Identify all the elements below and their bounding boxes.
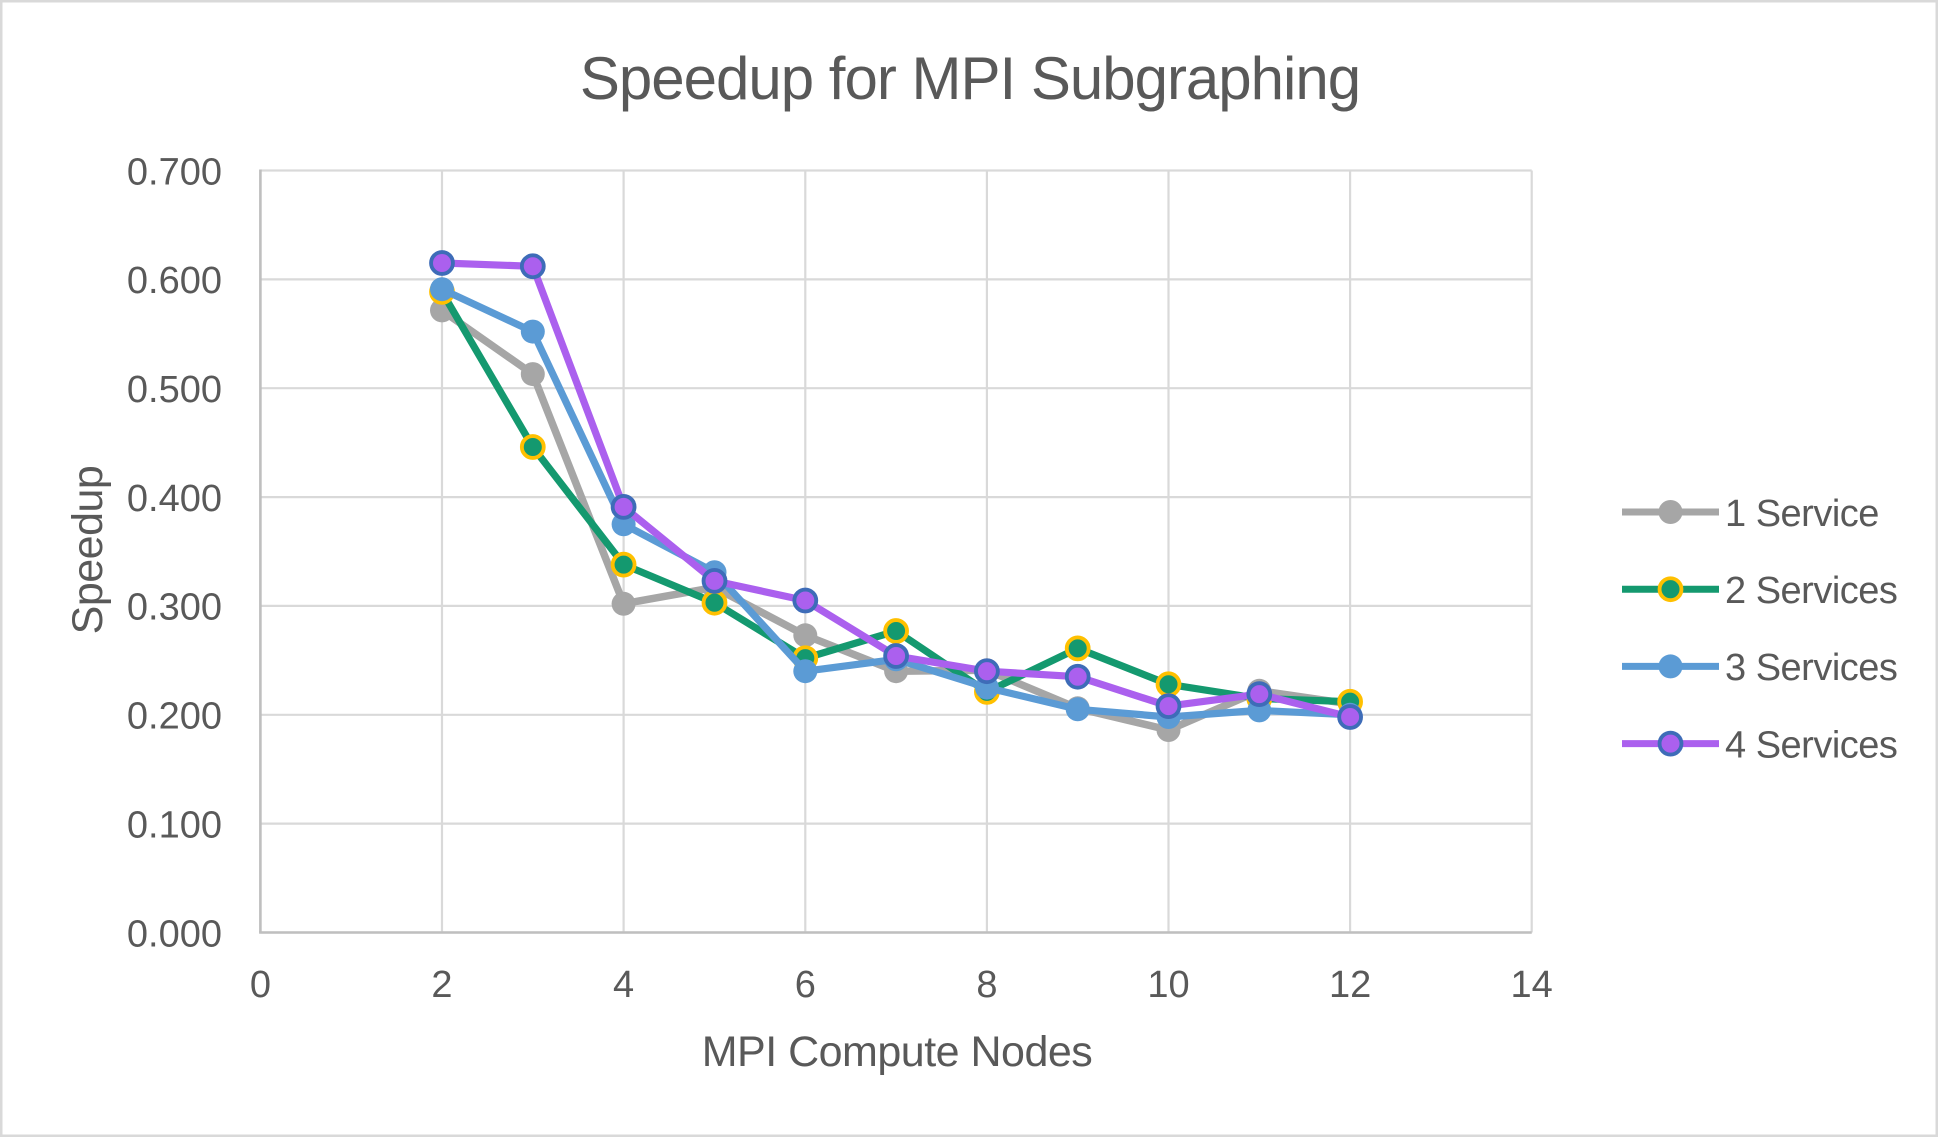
svg-text:4: 4 bbox=[613, 964, 634, 1006]
svg-text:1 Service: 1 Service bbox=[1725, 493, 1879, 535]
svg-text:6: 6 bbox=[795, 964, 816, 1006]
svg-text:10: 10 bbox=[1147, 964, 1189, 1006]
svg-text:2: 2 bbox=[431, 964, 452, 1006]
svg-text:0.000: 0.000 bbox=[127, 913, 222, 955]
svg-text:0.700: 0.700 bbox=[127, 151, 222, 193]
svg-text:0.500: 0.500 bbox=[127, 369, 222, 411]
svg-text:0.600: 0.600 bbox=[127, 260, 222, 302]
svg-text:0: 0 bbox=[250, 964, 271, 1006]
svg-text:3 Services: 3 Services bbox=[1725, 647, 1897, 689]
svg-text:0.100: 0.100 bbox=[127, 804, 222, 846]
svg-text:8: 8 bbox=[976, 964, 997, 1006]
svg-text:4 Services: 4 Services bbox=[1725, 724, 1897, 766]
svg-text:MPI Compute Nodes: MPI Compute Nodes bbox=[702, 1028, 1093, 1076]
svg-text:0.300: 0.300 bbox=[127, 587, 222, 629]
svg-text:Speedup: Speedup bbox=[64, 466, 112, 635]
svg-text:12: 12 bbox=[1329, 964, 1371, 1006]
svg-text:14: 14 bbox=[1511, 964, 1553, 1006]
svg-text:0.200: 0.200 bbox=[127, 696, 222, 738]
svg-text:2 Services: 2 Services bbox=[1725, 570, 1897, 612]
svg-text:Speedup for MPI Subgraphing: Speedup for MPI Subgraphing bbox=[580, 45, 1360, 112]
svg-text:0.400: 0.400 bbox=[127, 478, 222, 520]
